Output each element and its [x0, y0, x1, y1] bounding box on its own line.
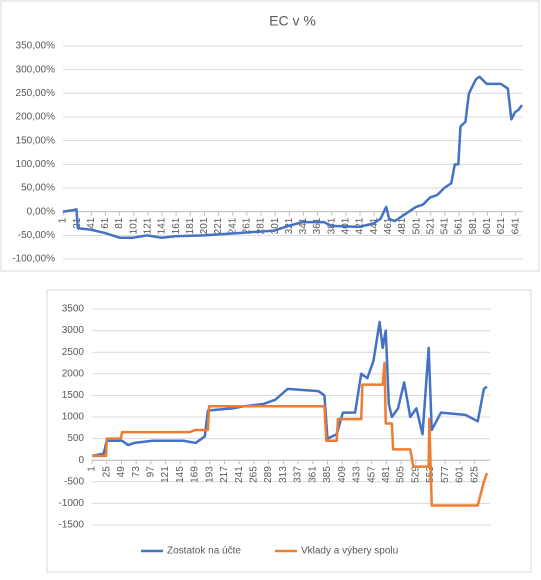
x-tick-label: 1	[58, 217, 69, 223]
x-tick-label: 361	[307, 466, 318, 483]
x-tick-label: 385	[322, 466, 333, 483]
x-tick-label: 521	[425, 217, 436, 234]
x-tick-label: 441	[369, 217, 380, 234]
x-tick-label: 217	[219, 466, 230, 483]
x-tick-label: 25	[101, 466, 112, 478]
data-line	[91, 320, 488, 458]
legend-label: Vklady a výbery spolu	[301, 546, 398, 557]
x-tick-label: 261	[242, 217, 253, 234]
x-tick-label: 81	[114, 217, 125, 229]
x-tick-label: 49	[116, 466, 127, 478]
y-tick-label: -1000	[58, 498, 84, 509]
x-tick-label: 265	[249, 466, 260, 483]
y-tick-label: 2500	[62, 347, 85, 358]
x-tick-label: 169	[190, 466, 201, 483]
x-tick-label: 289	[263, 466, 274, 483]
x-tick-label: 141	[157, 217, 168, 234]
x-tick-label: 481	[397, 217, 408, 234]
x-tick-label: 541	[440, 217, 451, 234]
x-tick-label: 577	[440, 466, 451, 483]
x-tick-label: 501	[411, 217, 422, 234]
x-tick-label: 601	[455, 466, 466, 483]
x-tick-label: 193	[204, 466, 215, 483]
x-tick-label: 481	[381, 466, 392, 483]
x-tick-label: 101	[128, 217, 139, 234]
y-tick-label: 250,00%	[16, 88, 56, 99]
x-tick-label: 221	[213, 217, 224, 234]
x-tick-label: 621	[496, 217, 507, 234]
y-tick-label: 2000	[62, 368, 85, 379]
x-tick-label: 281	[256, 217, 267, 234]
legend-label: Zostatok na účte	[167, 546, 241, 557]
x-tick-label: 1	[87, 466, 98, 472]
y-tick-label: 0,00%	[27, 206, 55, 217]
x-tick-label: 601	[482, 217, 493, 234]
x-tick-label: 201	[199, 217, 210, 234]
data-line	[92, 361, 489, 507]
x-tick-label: 561	[454, 217, 465, 234]
x-tick-label: 241	[227, 217, 238, 234]
y-tick-label: 300,00%	[16, 64, 56, 75]
x-tick-label: 409	[337, 466, 348, 483]
x-tick-label: 145	[175, 466, 186, 483]
x-tick-label: 161	[171, 217, 182, 234]
x-tick-label: 301	[270, 217, 281, 234]
x-tick-label: 41	[86, 217, 97, 229]
x-tick-label: 337	[293, 466, 304, 483]
x-tick-label: 121	[143, 217, 154, 234]
y-tick-label: 150,00%	[16, 135, 56, 146]
x-tick-label: 581	[468, 217, 479, 234]
x-tick-label: 61	[100, 217, 111, 229]
x-tick-label: 97	[146, 466, 157, 478]
x-tick-label: 241	[234, 466, 245, 483]
x-tick-label: 313	[278, 466, 289, 483]
y-tick-label: 100,00%	[16, 159, 56, 170]
y-tick-label: -100,00%	[12, 254, 55, 265]
y-tick-label: -500	[64, 476, 84, 487]
x-tick-label: 505	[396, 466, 407, 483]
x-tick-label: 641	[510, 217, 521, 234]
chart-title: EC v %	[269, 13, 316, 29]
y-tick-label: 1000	[62, 412, 85, 423]
y-tick-label: 0	[78, 455, 84, 466]
x-tick-label: 181	[185, 217, 196, 234]
y-tick-label: 3000	[62, 325, 85, 336]
x-tick-label: 461	[383, 217, 394, 234]
y-tick-label: -1500	[58, 520, 84, 531]
y-tick-label: 3500	[62, 304, 85, 315]
x-tick-label: 529	[410, 466, 421, 483]
x-tick-label: 121	[160, 466, 171, 483]
y-tick-label: -50,00%	[18, 230, 55, 241]
x-tick-label: 625	[469, 466, 480, 483]
x-tick-label: 341	[298, 217, 309, 234]
y-tick-label: 50,00%	[21, 183, 55, 194]
y-tick-label: 350,00%	[16, 41, 56, 52]
x-tick-label: 433	[352, 466, 363, 483]
data-line	[62, 75, 524, 239]
chart-frame	[46, 289, 532, 573]
x-tick-label: 361	[312, 217, 323, 234]
y-tick-label: 200,00%	[16, 112, 56, 123]
y-tick-label: 500	[67, 433, 84, 444]
y-tick-label: 1500	[62, 390, 85, 401]
x-tick-label: 457	[366, 466, 377, 483]
x-tick-label: 73	[131, 466, 142, 478]
